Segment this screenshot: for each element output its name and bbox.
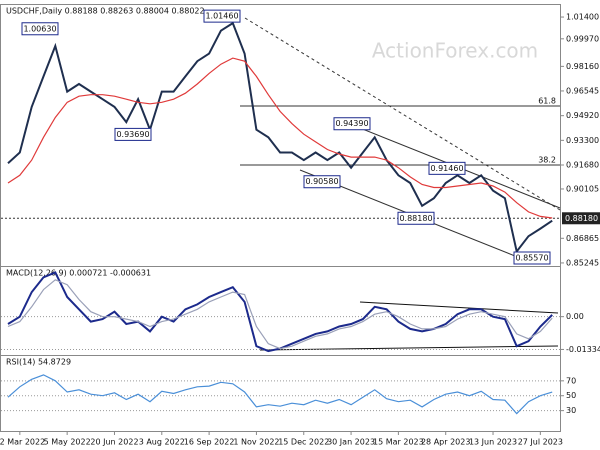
y-tick-label: 30: [566, 406, 576, 415]
annotation-label: 0.88180: [399, 214, 432, 223]
y-tick-label: 0.86865: [566, 234, 599, 243]
x-tick-label: 20 Jun 2022: [90, 438, 138, 447]
y-tick-label: 0.96545: [566, 86, 599, 95]
annotation-label: 1.01460: [205, 12, 238, 21]
trend-line: [244, 17, 561, 211]
series-line: [7, 374, 553, 415]
current-price-label: 0.88180: [565, 214, 598, 223]
annotation-box: [513, 251, 551, 265]
macd-trend-line: [359, 301, 559, 314]
signal-line: [7, 57, 553, 219]
y-tick-label: 0.91680: [566, 160, 599, 169]
annotation-box: [114, 127, 152, 141]
x-tick-label: 13 Jun 2023: [469, 438, 517, 447]
annotation-label: 0.91460: [430, 164, 463, 173]
annotation-box: [428, 161, 466, 175]
current-price-box: [562, 212, 600, 225]
annotation-label: 0.90580: [305, 177, 338, 186]
rsi-title: RSI(14) 54.8729: [6, 358, 71, 367]
x-tick-label: 15 Mar 2023: [373, 438, 424, 447]
fib-label: 61.8: [538, 96, 556, 105]
signal-line: [7, 279, 553, 350]
macd-title: MACD(12,26,9) 0.000721 -0.000631: [6, 269, 151, 278]
annotation-box: [203, 9, 241, 23]
x-tick-label: 28 Apr 2023: [421, 438, 470, 447]
annotation-box: [397, 211, 435, 225]
x-tick-label: 27 Jul 2023: [518, 438, 563, 447]
annotation-box: [333, 117, 371, 131]
y-tick-label: 0.98160: [566, 62, 599, 71]
x-tick-label: 30 Jan 2023: [327, 438, 375, 447]
watermark: ActionForex.com: [372, 39, 538, 63]
x-tick-label: 3 Aug 2022: [139, 438, 185, 447]
x-tick-label: 1 Nov 2022: [233, 438, 279, 447]
annotation-label: 0.85570: [515, 253, 548, 262]
y-tick-label: 1.01400: [566, 13, 599, 22]
x-tick-label: 16 Sep 2022: [184, 438, 235, 447]
y-tick-label: 0.00: [566, 312, 584, 321]
y-tick-label: 0.90105: [566, 184, 599, 193]
macd-trend-line: [259, 345, 559, 351]
y-tick-label: 0.85245: [566, 258, 599, 267]
fib-label: 38.2: [538, 155, 556, 164]
price-title: USDCHF,Daily 0.88188 0.88263 0.88004 0.8…: [6, 7, 205, 16]
x-tick-label: 22 Mar 2022: [0, 438, 45, 447]
annotation-box: [303, 175, 341, 189]
rsi-panel: [0, 355, 561, 432]
y-tick-label: 0.93300: [566, 136, 599, 145]
series-line: [7, 21, 553, 254]
x-tick-label: 5 May 2022: [44, 438, 91, 447]
y-tick-label: 70: [566, 376, 576, 385]
y-tick-label: 0.94920: [566, 111, 599, 120]
x-tick-label: 15 Dec 2022: [278, 438, 329, 447]
y-tick-label: 0.99970: [566, 34, 599, 43]
annotation-label: 0.93690: [116, 130, 149, 139]
y-tick-label: -0.01334: [566, 345, 600, 354]
annotation-label: 1.00630: [23, 24, 56, 33]
annotation-label: 0.94390: [335, 119, 368, 128]
y-tick-label: 50: [566, 391, 576, 400]
annotation-box: [21, 22, 59, 36]
